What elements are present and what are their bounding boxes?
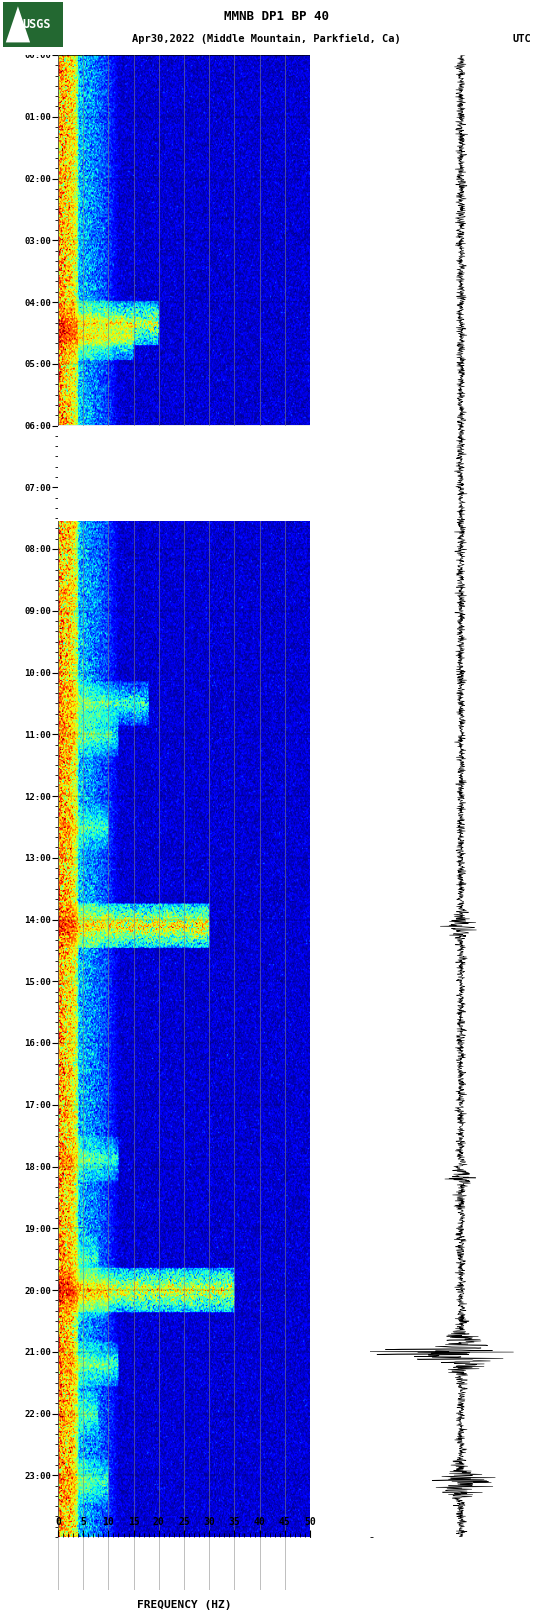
Bar — [58, 426, 310, 521]
Text: USGS: USGS — [22, 18, 50, 31]
X-axis label: FREQUENCY (HZ): FREQUENCY (HZ) — [137, 1600, 231, 1610]
Polygon shape — [6, 6, 30, 42]
Text: PDT: PDT — [15, 34, 34, 44]
Text: UTC: UTC — [513, 34, 532, 44]
Text: Apr30,2022 (Middle Mountain, Parkfield, Ca): Apr30,2022 (Middle Mountain, Parkfield, … — [131, 34, 400, 44]
Text: MMNB DP1 BP 40: MMNB DP1 BP 40 — [224, 11, 328, 24]
